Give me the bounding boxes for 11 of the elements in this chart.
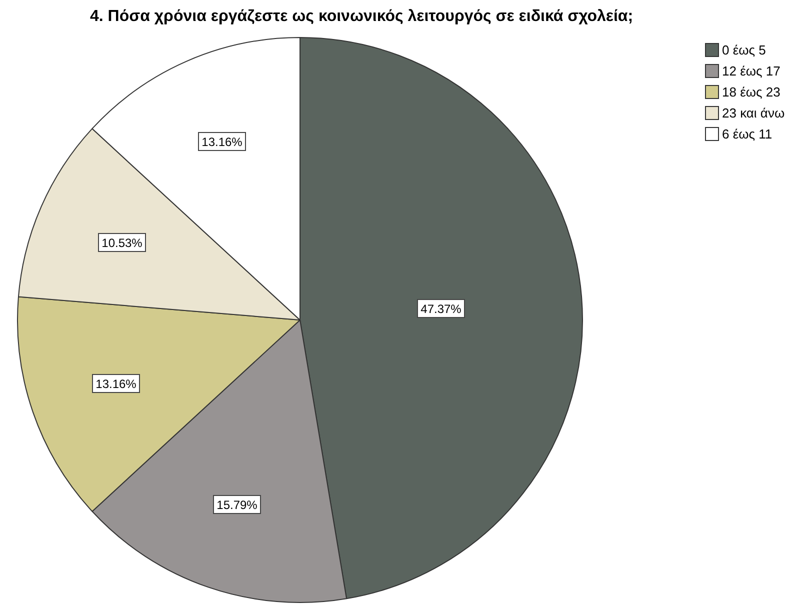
data-label: 15.79%: [216, 498, 258, 512]
legend-label: 18 έως 23: [722, 84, 780, 100]
data-label: 47.37%: [420, 302, 462, 316]
legend-label: 6 έως 11: [722, 126, 772, 142]
chart-title: 4. Πόσα χρόνια εργάζεστε ως κοινωνικός λειτουργός σε ειδικά σχολεία;: [90, 8, 634, 26]
data-label: 10.53%: [102, 236, 143, 250]
data-label: 13.16%: [202, 134, 243, 149]
data-label: 13.16%: [96, 376, 137, 391]
legend-label: 0 έως 5: [722, 42, 766, 58]
legend-label: 23 και άνω: [722, 106, 785, 121]
legend-label: 12 έως 17: [722, 64, 780, 79]
